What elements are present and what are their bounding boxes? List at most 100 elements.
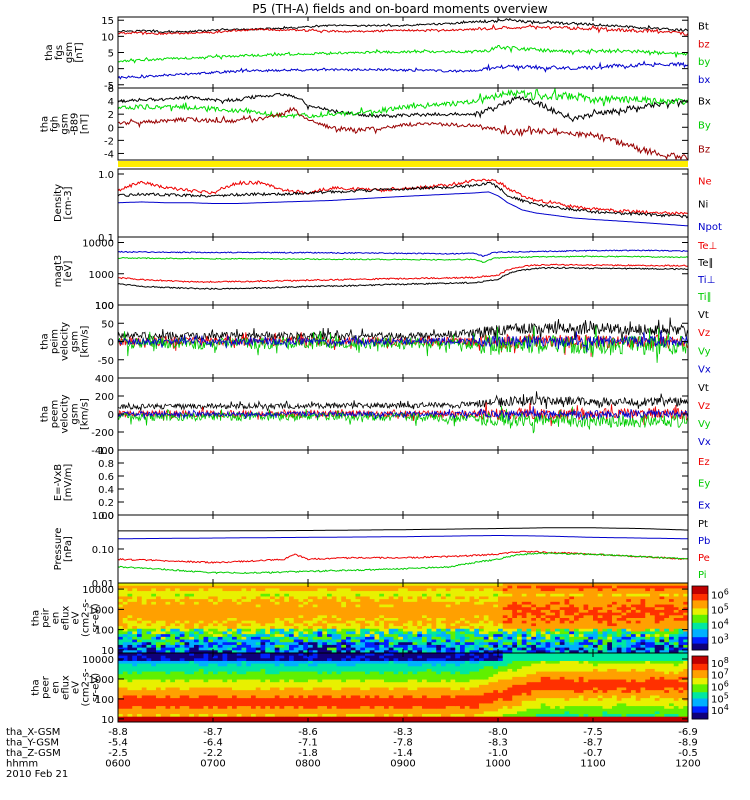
spectrogram-cell [151,676,157,680]
spectrogram-cell [241,620,247,624]
spectrogram-cell [222,620,228,624]
spectrogram-cell [251,639,257,643]
spectrogram-cell [526,593,532,597]
spectrogram-cell [517,596,523,600]
spectrogram-cell [388,596,394,600]
spectrogram-cell [189,666,195,670]
spectrogram-cell [403,601,409,605]
spectrogram-cell [360,703,366,707]
spectrogram-cell [417,615,423,619]
spectrogram-cell [464,615,470,619]
spectrogram-cell [346,615,352,619]
y-tick-label: -50 [98,356,114,367]
spectrogram-cell [673,609,679,614]
spectrogram-cell [217,674,223,678]
spectrogram-cell [317,634,323,638]
spectrogram-cell [455,593,461,597]
colorbar-segment [692,624,708,627]
spectrogram-cell [621,642,627,646]
y-tick-label: 2 [108,110,114,121]
spectrogram-cell [464,609,470,614]
spectrogram-cell [422,583,428,587]
spectrogram-cell [531,647,537,651]
spectrogram-cell [669,596,675,600]
spectrogram-cell [521,644,527,649]
spectrogram-cell [597,634,603,638]
colorbar-segment [692,606,708,609]
spectrogram-cell [227,714,233,718]
spectrogram-cell [127,607,133,611]
spectrogram-cell [137,666,143,670]
spectrogram-cell [170,684,176,688]
series-temperature-0 [118,263,689,284]
spectrogram-cell [555,591,561,595]
spectrogram-cell [260,583,266,587]
spectrogram-cell [612,620,618,624]
spectrogram-cell [540,583,546,587]
spectrogram-cell [327,644,333,649]
spectrogram-cell [322,599,328,603]
spectrogram-cell [531,583,537,587]
spectrogram-cell [365,658,371,662]
spectrogram-cell [564,609,570,614]
spectrogram-cell [217,604,223,608]
y-tick-label: 0.0 [98,511,114,522]
spectrogram-cell [403,585,409,589]
spectrogram-cell [132,607,138,611]
spectrogram-cell [194,666,200,670]
spectrogram-cell [322,620,328,624]
spectrogram-cell [341,615,347,619]
spectrogram-cell [289,703,295,707]
spectrogram-cell [555,626,561,630]
spectrogram-cell [588,612,594,616]
spectrogram-cell [445,628,451,632]
spectrogram-cell [184,612,190,616]
spectrogram-cell [327,596,333,600]
spectrogram-cell [203,583,209,587]
spectrogram-cell [635,601,641,605]
spectrogram-cell [213,676,219,680]
spectrogram-cell [308,711,314,715]
spectrogram-cell [118,601,124,605]
spectrogram-cell [540,631,546,635]
spectrogram-cell [631,607,637,611]
spectrogram-cell [664,647,670,651]
spectrogram-cell [645,642,651,646]
spectrogram-cell [327,708,333,712]
spectrogram-cell [241,658,247,662]
spectrogram-cell [255,700,261,704]
spectrogram-cell [673,583,679,587]
y-tick-label: 200 [95,392,114,403]
spectrogram-cell [118,609,124,614]
spectrogram-cell [631,583,637,587]
spectrogram-cell [308,596,314,600]
spectrogram-cell [555,639,561,643]
spectrogram-cell [265,682,271,686]
y-tick-label: 0.01 [92,579,114,590]
spectrogram-cell [365,698,371,702]
spectrogram-cell [455,642,461,646]
spectrogram-cell [118,623,124,627]
spectrogram-cell [203,660,209,665]
spectrogram-cell [341,623,347,627]
spectrogram-cell [298,639,304,643]
spectrogram-cell [198,692,204,696]
spectrogram-cell [350,655,356,659]
spectrogram-cell [217,588,223,592]
series-fgh-1 [117,88,689,120]
spectrogram-cell [607,609,613,614]
spectrogram-cell [160,698,166,702]
spectrogram-cell [298,596,304,600]
spectrogram-cell [374,708,380,712]
spectrogram-cell [265,679,271,683]
spectrogram-cell [336,631,342,635]
spectrogram-cell [217,644,223,649]
spectrogram-cell [683,650,689,654]
spectrogram-cell [165,650,171,654]
spectrogram-cell [279,631,285,635]
spectrogram-cell [526,644,532,649]
spectrogram-cell [284,583,290,587]
spectrogram-cell [270,604,276,608]
spectrogram-cell [360,653,366,657]
spectrogram-cell [241,695,247,699]
